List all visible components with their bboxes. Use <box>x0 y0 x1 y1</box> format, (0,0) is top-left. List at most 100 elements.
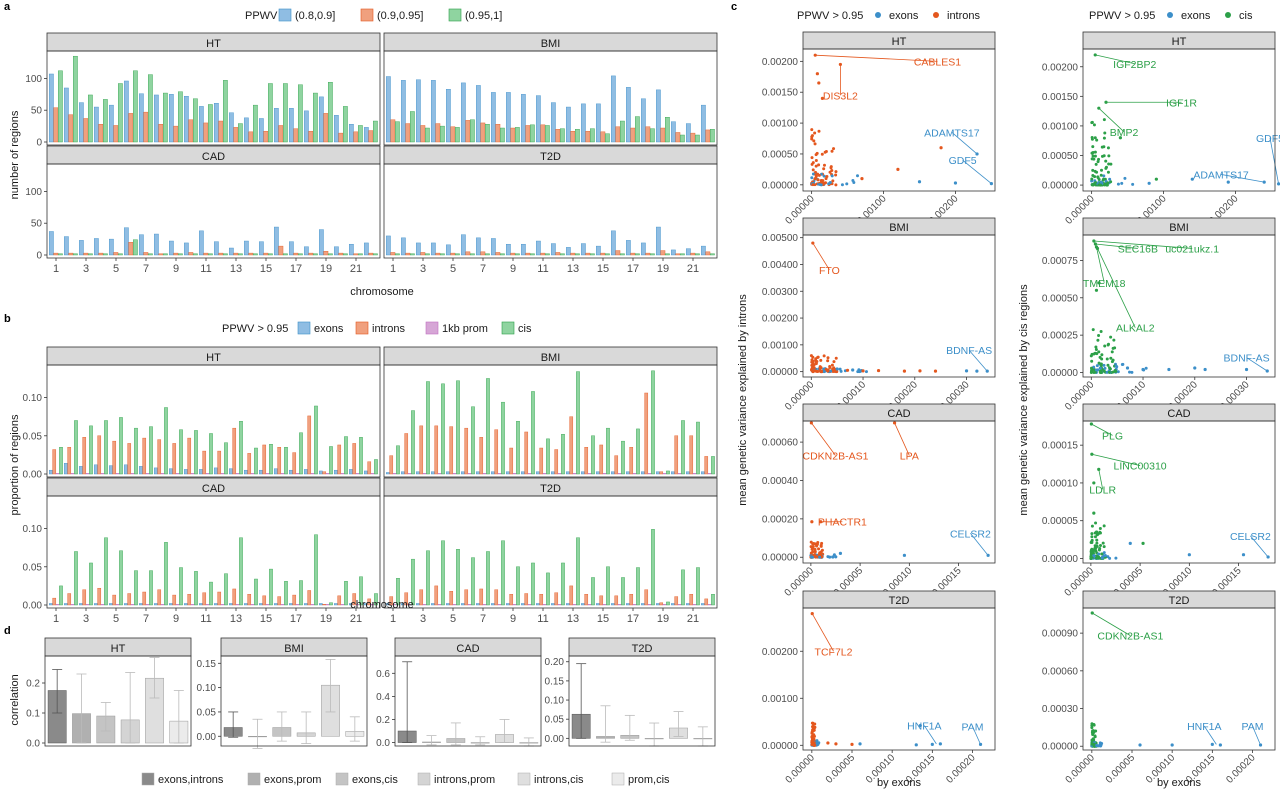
panel-c-CAD-introns-label-line-1 <box>894 422 910 456</box>
panel-b-bar-CAD-1kb prom-chr17 <box>295 604 300 606</box>
panel-c-HT-introns-point-cluster-87 <box>814 153 818 157</box>
panel-b-facet-CAD-strip-title: CAD <box>202 483 225 495</box>
panel-b-bar-T2D-exons-chr18 <box>641 603 645 606</box>
panel-b-bar-T2D-exons-chr7 <box>476 603 480 606</box>
panel-c-BMI-cis-label-ALKAL2: ALKAL2 <box>1116 323 1155 335</box>
panel-b-bar-BMI-introns-chr5 <box>449 426 454 475</box>
panel-c-BMI-cis-point-4 <box>1097 281 1101 285</box>
panel-a-bar-T2D-(0.8,0.9]-chr21 <box>686 248 691 256</box>
panel-c-BMI-cis-point-cluster-75 <box>1094 345 1098 349</box>
panel-a-bar-T2D-(0.8,0.9]-chr1 <box>386 235 391 256</box>
panel-c-CAD-cis-label-LINC00310: LINC00310 <box>1114 461 1167 473</box>
panel-c-BMI-introns-point-cluster-82 <box>814 358 818 362</box>
panel-b-bar-CAD-exons-chr1 <box>49 603 53 606</box>
panel-b-xtick-label-T2D-5: 5 <box>450 613 456 625</box>
panel-c-HT-introns-point-cluster-89 <box>819 183 823 187</box>
panel-b-bar-T2D-cis-chr4 <box>441 540 445 606</box>
panel-c-CAD-cis-point-cluster-80 <box>1097 552 1101 556</box>
panel-b-xtick-label-CAD-1: 1 <box>53 613 59 625</box>
panel-c-T2D-introns-point-8 <box>978 742 983 746</box>
panel-a-bar-HT-(0.95,1]-chr15 <box>268 83 273 143</box>
panel-b-bar-CAD-introns-chr4 <box>97 587 102 606</box>
panel-b-bar-BMI-1kb prom-chr21 <box>692 473 697 475</box>
panel-b-bar-CAD-exons-chr7 <box>139 603 143 606</box>
panel-b-bar-BMI-introns-chr10 <box>524 431 529 475</box>
panel-b-bar-HT-exons-chr21 <box>349 469 353 475</box>
panel-a-bar-BMI-(0.9,0.95]-chr9 <box>510 127 516 143</box>
panel-a-bar-T2D-(0.8,0.9]-chr17 <box>626 240 631 256</box>
panel-b-bar-HT-exons-chr20 <box>334 469 338 475</box>
panel-d-legend-label-3: introns,prom <box>434 774 495 786</box>
panel-b-bar-HT-1kb prom-chr11 <box>205 473 210 475</box>
panel-a-bar-HT-(0.8,0.9]-chr3 <box>79 102 84 143</box>
panel-a-bar-CAD-(0.9,0.95]-chr22 <box>368 252 374 256</box>
panel-a-bar-CAD-(0.9,0.95]-chr15 <box>263 252 269 256</box>
panel-b-bar-HT-introns-chr13 <box>232 427 237 475</box>
panel-c-T2D-introns-frame <box>802 607 996 751</box>
panel-c-CAD-cis-ytick-label-1: 0.00005 <box>1042 516 1079 527</box>
panel-c-BMI-cis-label-uc021ukz.1: uc021ukz.1 <box>1165 243 1219 255</box>
panel-c-T2D-introns-point-cluster-56 <box>817 741 821 745</box>
panel-a-bar-T2D-(0.95,1]-chr12 <box>560 253 565 256</box>
panel-b-bar-CAD-1kb prom-chr12 <box>220 604 225 606</box>
panel-c-BMI-cis-point-cluster-88 <box>1102 369 1106 373</box>
panel-a-bar-BMI-(0.8,0.9]-chr12 <box>551 102 556 143</box>
panel-c-T2D-cis-ytick-label-0: 0.00000 <box>1042 742 1079 753</box>
panel-b-bar-HT-introns-chr18 <box>307 415 312 475</box>
panel-c-T2D-introns-point-5 <box>918 723 922 728</box>
panel-b-bar-CAD-exons-chr9 <box>169 603 173 606</box>
panel-b-xtick-label-CAD-17: 17 <box>290 613 302 625</box>
panel-b-bar-BMI-cis-chr22 <box>711 456 715 475</box>
panel-a-xtick-label-T2D-13: 13 <box>567 263 579 275</box>
panel-c-HT-cis-point-cluster-44 <box>1091 154 1095 158</box>
panel-b-xtick-label-T2D-15: 15 <box>597 613 609 625</box>
panel-b-bar-HT-exons-chr4 <box>94 464 98 475</box>
panel-b-bar-T2D-cis-chr7 <box>486 551 490 606</box>
panel-letter-b: b <box>4 313 11 325</box>
panel-a-xtick-label-CAD-5: 5 <box>113 263 119 275</box>
panel-c-BMI-cis-point-cluster-54 <box>1120 362 1124 366</box>
panel-b-bar-CAD-cis-chr18 <box>314 534 318 606</box>
panel-b-bar-T2D-1kb prom-chr9 <box>512 604 517 606</box>
panel-b-bar-HT-1kb prom-chr12 <box>220 473 225 475</box>
panel-b-bar-CAD-cis-chr8 <box>164 542 168 606</box>
panel-c-HT-cis-point-cluster-35 <box>1093 136 1097 140</box>
panel-c-T2D-introns-xtick-label-1: 0.00005 <box>824 752 858 786</box>
panel-a-bar-CAD-(0.8,0.9]-chr4 <box>94 238 99 256</box>
panel-d-HT-ytick-label-0: 0.0 <box>26 739 40 750</box>
panel-b-facet-BMI-frame <box>383 364 718 478</box>
panel-b-bar-HT-exons-chr14 <box>244 469 248 475</box>
panel-a-bar-HT-(0.95,1]-chr2 <box>73 55 78 143</box>
panel-b-bar-BMI-cis-chr17 <box>636 428 640 475</box>
panel-b-bar-HT-cis-chr5 <box>119 417 123 475</box>
panel-b-ytick-label-CAD-1: 0.05 <box>23 562 43 573</box>
panel-a-bar-T2D-(0.95,1]-chr7 <box>485 253 490 256</box>
panel-c-BMI-introns-label-line-1 <box>968 349 988 372</box>
panel-b-bar-CAD-introns-chr10 <box>187 594 192 606</box>
panel-b-bar-T2D-exons-chr19 <box>656 603 660 606</box>
panel-c-BMI-introns-point-cluster-83 <box>810 360 814 364</box>
panel-a-bar-HT-(0.95,1]-chr14 <box>253 104 258 143</box>
panel-a-bar-T2D-(0.8,0.9]-chr9 <box>506 243 511 256</box>
panel-a-bar-CAD-(0.8,0.9]-chr11 <box>199 230 204 256</box>
panel-b-bar-HT-introns-chr14 <box>247 453 252 475</box>
panel-a-xtick-label-T2D-5: 5 <box>450 263 456 275</box>
panel-b-bar-T2D-cis-chr20 <box>681 569 685 606</box>
panel-c-HT-introns-label-ADAMTS17: ADAMTS17 <box>924 127 980 139</box>
panel-b-bar-T2D-cis-chr15 <box>606 566 610 606</box>
panel-b-bar-HT-exons-chr11 <box>199 469 203 475</box>
panel-a-xtick-label-CAD-13: 13 <box>230 263 242 275</box>
panel-a-bar-CAD-(0.95,1]-chr8 <box>163 253 168 256</box>
panel-b-bar-T2D-introns-chr11 <box>539 594 544 606</box>
panel-c-HT-introns-label-GDF5: GDF5 <box>949 155 977 167</box>
panel-b-bar-HT-introns-chr2 <box>67 447 72 475</box>
panel-a-bar-BMI-(0.95,1]-chr17 <box>635 116 640 143</box>
panel-b-bar-BMI-exons-chr2 <box>401 471 405 475</box>
panel-b-legend-key-2 <box>425 321 439 335</box>
panel-b-bar-CAD-exons-chr18 <box>304 603 308 606</box>
panel-b-bar-BMI-1kb prom-chr8 <box>497 473 502 475</box>
panel-c-T2D-cis-ytick-label-1: 0.00030 <box>1042 704 1079 715</box>
panel-a-bar-T2D-(0.9,0.95]-chr4 <box>435 252 441 256</box>
panel-c-CAD-introns-label-CELSR2: CELSR2 <box>950 528 991 540</box>
panel-c-T2D-introns-label-HNF1A: HNF1A <box>907 721 941 733</box>
